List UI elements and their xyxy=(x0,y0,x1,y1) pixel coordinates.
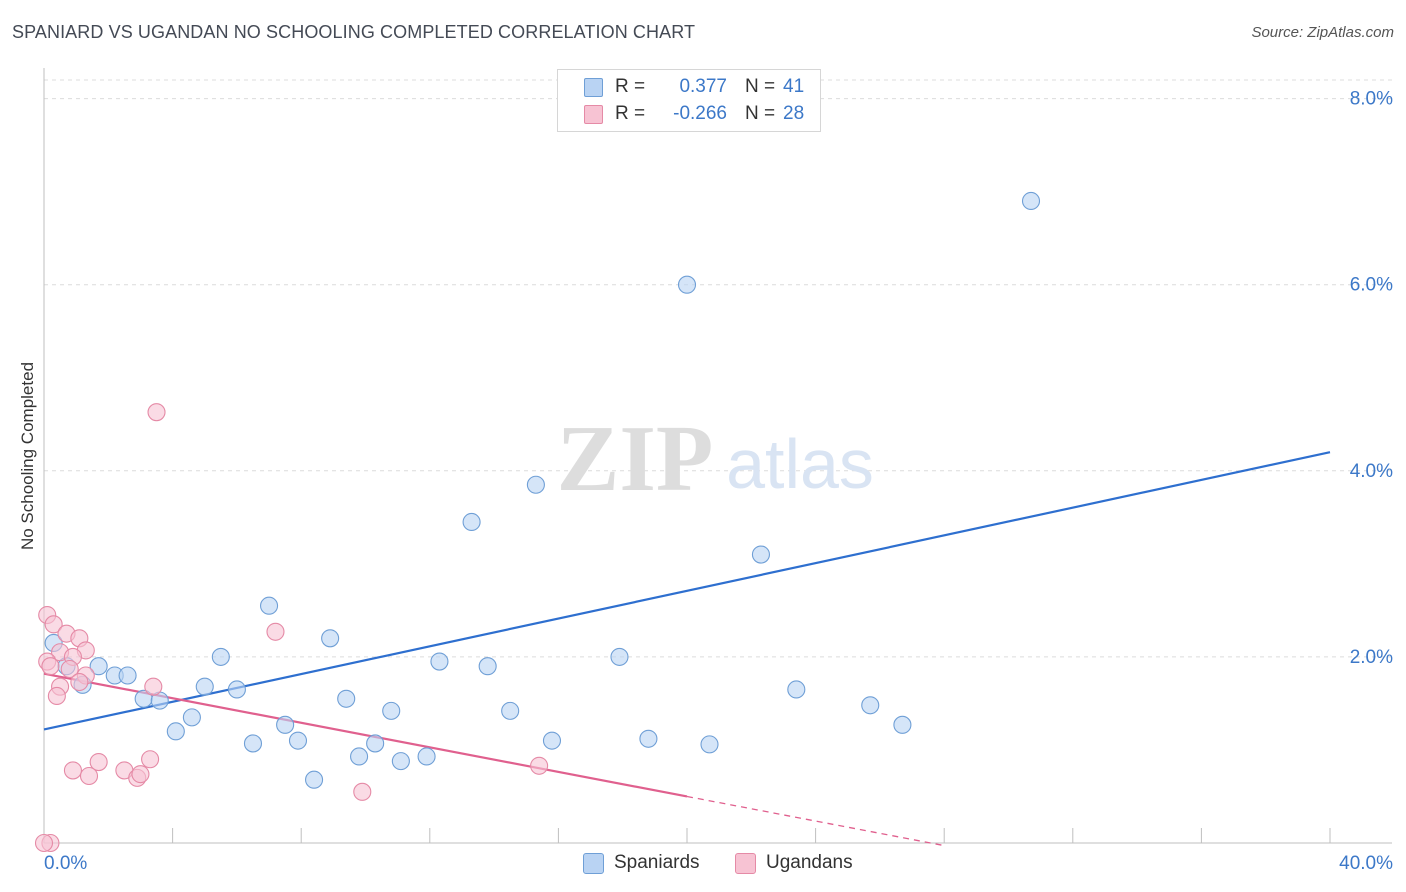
point-ugandans[interactable] xyxy=(266,622,285,641)
legend-n-value: 41 xyxy=(783,76,805,97)
point-spaniards[interactable] xyxy=(677,275,697,294)
y-axis-label: No Schooling Completed xyxy=(18,361,37,551)
chart-title: SPANIARD VS UGANDAN NO SCHOOLING COMPLET… xyxy=(12,22,696,42)
y-tick-label: 2.0% xyxy=(1350,647,1393,668)
legend-r-label: R = xyxy=(615,103,646,124)
point-spaniards[interactable] xyxy=(751,545,770,564)
point-ugandans[interactable] xyxy=(141,750,160,769)
point-spaniards[interactable] xyxy=(305,770,324,789)
legend-r-value: 0.377 xyxy=(679,76,727,97)
point-spaniards[interactable] xyxy=(787,680,806,699)
y-tick-label: 6.0% xyxy=(1350,275,1393,296)
y-tick-label: 8.0% xyxy=(1350,89,1393,110)
point-ugandans[interactable] xyxy=(79,766,99,786)
point-ugandans[interactable] xyxy=(70,672,89,692)
point-spaniards[interactable] xyxy=(501,701,520,720)
point-spaniards[interactable] xyxy=(166,722,185,741)
legend-n-label: N = xyxy=(745,103,776,124)
point-spaniards[interactable] xyxy=(542,731,562,750)
point-ugandans[interactable] xyxy=(144,677,163,696)
legend-swatch-blue xyxy=(583,852,604,874)
point-ugandans[interactable] xyxy=(60,659,79,679)
point-spaniards[interactable] xyxy=(288,731,308,750)
stats-legend: R = 0.377 N = 41 R = -0.266 N = 28 xyxy=(557,69,821,132)
point-ugandans[interactable] xyxy=(131,765,150,784)
point-spaniards[interactable] xyxy=(700,735,719,754)
legend-swatch-pink xyxy=(584,104,603,124)
legend-row-ugandans: R = -0.266 N = 28 xyxy=(584,102,804,126)
source-label: Source: ZipAtlas.com xyxy=(1251,24,1394,41)
point-spaniards[interactable] xyxy=(276,715,295,734)
point-spaniards[interactable] xyxy=(478,657,497,676)
point-spaniards[interactable] xyxy=(243,734,263,753)
x-tick-label-max: 40.0% xyxy=(1339,853,1393,874)
point-spaniards[interactable] xyxy=(337,689,356,708)
data-points xyxy=(34,98,1041,853)
point-ugandans[interactable] xyxy=(34,833,54,853)
point-ugandans[interactable] xyxy=(89,752,108,772)
point-ugandans[interactable] xyxy=(63,761,82,780)
legend-swatch-blue xyxy=(584,77,603,97)
point-spaniards[interactable] xyxy=(430,652,449,671)
point-spaniards[interactable] xyxy=(350,747,369,766)
point-spaniards[interactable] xyxy=(861,696,880,715)
point-ugandans[interactable] xyxy=(44,615,63,634)
point-spaniards[interactable] xyxy=(195,677,214,696)
point-spaniards[interactable] xyxy=(382,701,401,720)
x-tick-label-min: 0.0% xyxy=(44,853,87,874)
point-spaniards[interactable] xyxy=(610,647,629,666)
legend-swatch-pink xyxy=(735,852,756,874)
grid-lines xyxy=(44,79,1392,658)
point-ugandans[interactable] xyxy=(47,686,66,706)
legend-label-ugandans: Ugandans xyxy=(766,852,853,873)
point-spaniards[interactable] xyxy=(526,475,545,494)
point-spaniards[interactable] xyxy=(462,512,481,532)
point-ugandans[interactable] xyxy=(530,756,549,775)
legend-row-spaniards: R = 0.377 N = 41 xyxy=(584,75,804,99)
legend-n-value: 28 xyxy=(783,103,805,124)
legend-label-spaniards: Spaniards xyxy=(614,852,700,873)
point-spaniards[interactable] xyxy=(118,666,137,685)
point-spaniards[interactable] xyxy=(259,596,279,615)
point-spaniards[interactable] xyxy=(182,708,201,727)
point-ugandans[interactable] xyxy=(147,403,166,422)
point-spaniards[interactable] xyxy=(391,752,410,771)
point-spaniards[interactable] xyxy=(89,657,108,676)
point-spaniards[interactable] xyxy=(366,734,385,753)
point-ugandans[interactable] xyxy=(353,782,372,801)
legend-r-value: -0.266 xyxy=(673,103,727,124)
y-tick-label: 4.0% xyxy=(1350,461,1393,482)
point-spaniards[interactable] xyxy=(893,715,912,734)
point-spaniards[interactable] xyxy=(417,747,436,766)
trendlines xyxy=(43,451,1331,847)
point-spaniards[interactable] xyxy=(321,629,340,648)
legend-r-label: R = xyxy=(615,76,646,97)
point-spaniards[interactable] xyxy=(1021,191,1041,211)
legend-item-ugandans[interactable]: Ugandans xyxy=(735,852,853,874)
point-ugandans[interactable] xyxy=(41,657,60,676)
watermark: ZIP atlas xyxy=(557,407,874,511)
trendline-spaniards xyxy=(43,451,1331,731)
watermark-zip: ZIP xyxy=(557,407,714,511)
watermark-atlas: atlas xyxy=(726,425,874,503)
point-spaniards[interactable] xyxy=(227,680,246,699)
point-spaniards[interactable] xyxy=(639,729,658,748)
point-spaniards[interactable] xyxy=(211,647,230,666)
axes xyxy=(43,68,1392,844)
tick-labels: 2.0% 4.0% 6.0% 8.0% 0.0% 40.0% xyxy=(44,89,1393,874)
legend-item-spaniards[interactable]: Spaniards xyxy=(583,852,700,874)
legend-n-label: N = xyxy=(745,76,776,97)
